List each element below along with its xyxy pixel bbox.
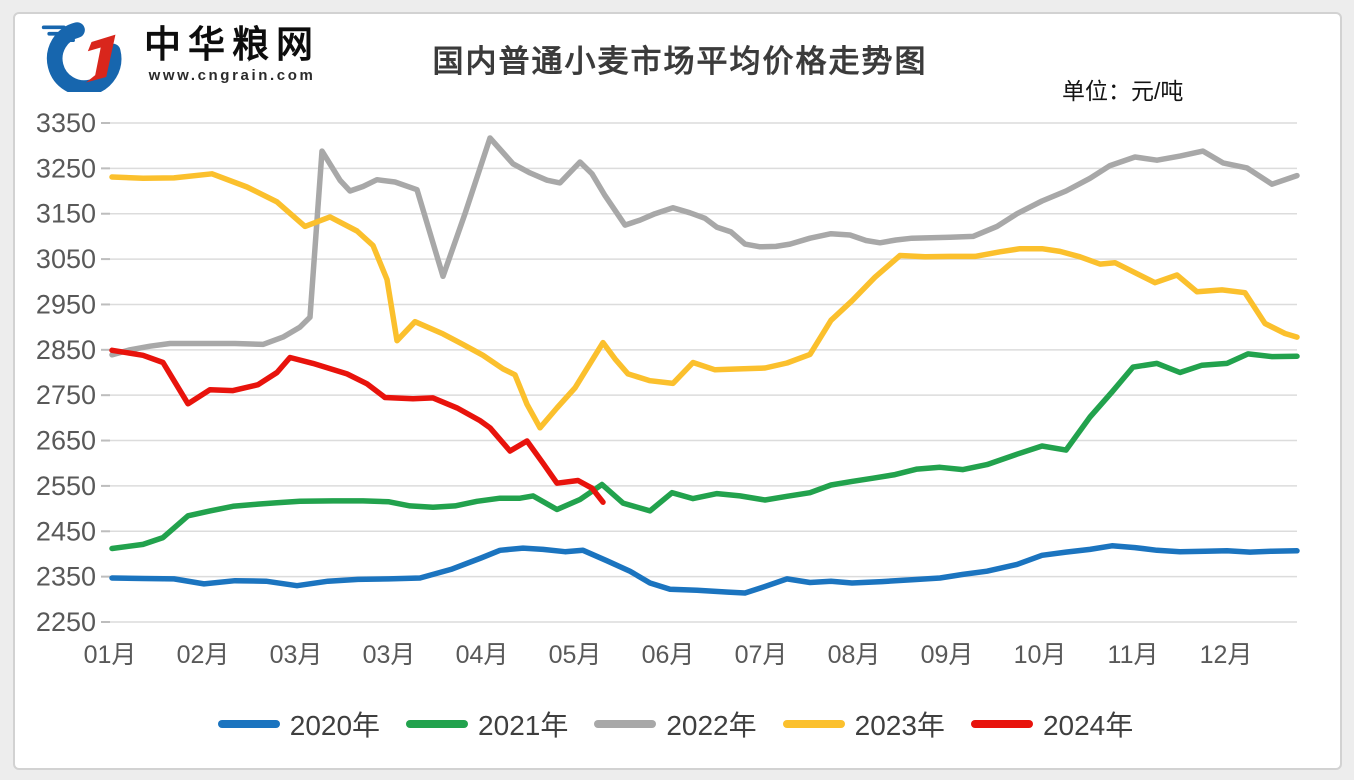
x-axis-tick-label: 01月 (84, 641, 137, 669)
legend-swatch-2024 (970, 720, 1033, 728)
logo-text-block: 中华粮网 www.cngrain.com (144, 26, 320, 83)
series-line-2024年 (109, 347, 606, 505)
x-axis-tick-label: 02月 (177, 641, 230, 669)
legend-item-2020[interactable]: 2020年 (217, 704, 381, 744)
y-axis-tick-label: 2250 (36, 607, 96, 637)
y-axis-tick-label: 3150 (36, 199, 96, 229)
x-axis-tick-label: 05月 (549, 641, 602, 669)
legend-swatch-2022 (594, 720, 657, 728)
legend-swatch-2023 (782, 720, 845, 728)
logo-url: www.cngrain.com (148, 66, 316, 84)
unit-label: 单位：元/吨 (1062, 78, 1184, 104)
series-line-2021年 (109, 351, 1300, 552)
legend-item-2021[interactable]: 2021年 (406, 704, 568, 744)
x-axis-tick-label: 12月 (1200, 641, 1253, 669)
legend-item-2023[interactable]: 2023年 (782, 704, 945, 744)
legend-label: 2024年 (1042, 710, 1134, 741)
x-axis-tick-label: 09月 (921, 641, 974, 669)
x-axis-tick-label: 03月 (363, 641, 416, 669)
x-axis-tick-label: 11月 (1108, 641, 1159, 669)
y-axis-tick-label: 3250 (36, 153, 96, 183)
y-axis-tick-label: 2750 (36, 380, 96, 410)
y-axis-tick-label: 2450 (36, 516, 96, 546)
x-axis-tick-label: 04月 (456, 641, 509, 669)
y-axis-tick-label: 2550 (36, 471, 96, 501)
y-axis-tick-marks (101, 122, 110, 623)
y-axis-tick-label: 3350 (36, 108, 96, 138)
x-axis-tick-label: 03月 (270, 641, 323, 669)
legend-label: 2020年 (289, 710, 381, 741)
y-axis-tick-label: 2650 (36, 426, 96, 456)
legend-label: 2021年 (478, 710, 569, 741)
legend-item-2024[interactable]: 2024年 (970, 704, 1134, 744)
x-axis-tick-label: 10月 (1014, 641, 1067, 669)
y-axis-tick-label: 2950 (36, 289, 96, 319)
x-axis-tick-label: 07月 (735, 641, 788, 669)
y-axis-labels: 3350 3250 3150 3050 2950 2850 2750 2650 2550 2450… (36, 108, 96, 637)
y-axis-tick-label: 2350 (36, 562, 96, 592)
legend-item-2022[interactable]: 2022年 (594, 704, 757, 744)
x-axis-tick-label: 06月 (642, 641, 695, 669)
y-axis-tick-label: 3050 (36, 244, 96, 274)
legend-swatch-2020 (217, 720, 280, 728)
cngrain-logo: 中华粮网 www.cngrain.com (40, 16, 320, 92)
y-axis-tick-label: 2850 (36, 335, 96, 365)
grid-lines (110, 122, 1297, 623)
series-line-2022年 (109, 135, 1300, 358)
series-line-2023年 (109, 171, 1300, 431)
legend-label: 2022年 (666, 710, 757, 741)
chart-title: 国内普通小麦市场平均价格走势图 (432, 44, 928, 79)
logo-name: 中华粮网 (144, 23, 320, 65)
legend-label: 2023年 (854, 710, 945, 741)
chart-legend: 2020年 2021年 2022年 2023年 2024年 (13, 700, 1338, 748)
cngrain-logo-icon (41, 22, 122, 92)
legend-swatch-2021 (406, 720, 469, 728)
series-line-2020年 (109, 543, 1300, 596)
x-axis-labels: 01月 02月 03月 03月 04月 05月 06月 07月 08月 09月 10月 11月 12月 (84, 641, 1253, 669)
x-axis-tick-label: 08月 (828, 641, 881, 669)
